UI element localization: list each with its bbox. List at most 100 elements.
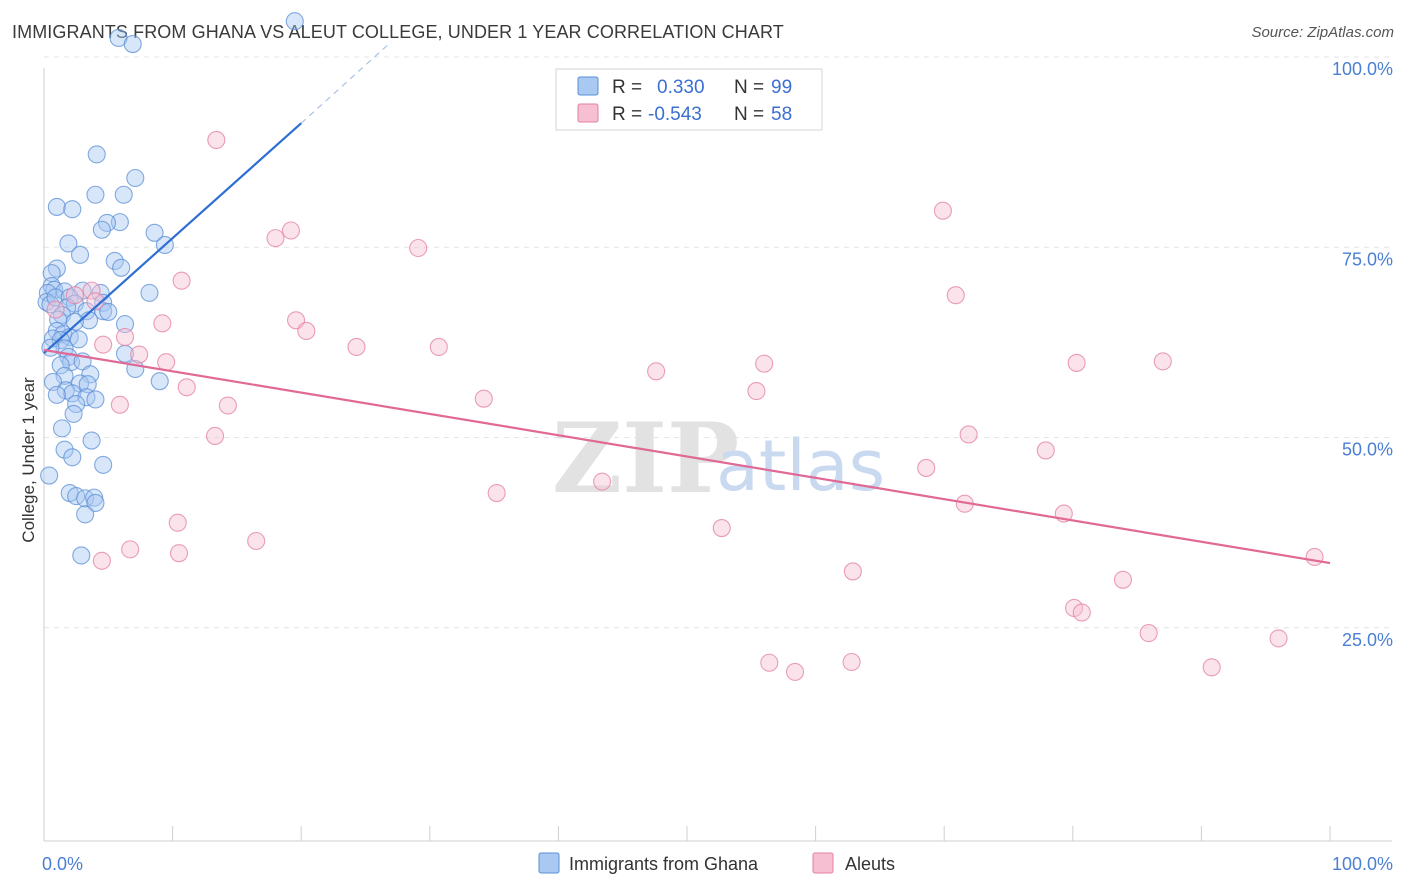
bottom-legend-swatch-ghana <box>538 852 560 874</box>
y-tick-label-3: 25.0% <box>1342 630 1393 650</box>
legend-r-value-0: 0.330 <box>657 77 705 98</box>
ghana-point-5 <box>86 185 105 204</box>
aleuts-point-19 <box>157 353 176 372</box>
ghana-point-62 <box>150 372 169 391</box>
ghana-point-15 <box>70 245 90 264</box>
ghana-point-41 <box>115 315 135 334</box>
aleuts-point-40 <box>121 540 140 559</box>
aleuts-point-16 <box>429 337 448 356</box>
aleuts-point-23 <box>647 362 666 381</box>
aleuts-point-20 <box>755 354 774 373</box>
trend-lines <box>43 41 1331 565</box>
legend-n-label-1: N = <box>734 104 764 125</box>
aleuts-point-53 <box>785 662 805 681</box>
aleuts-point-39 <box>247 531 266 551</box>
ghana-point-2 <box>123 35 142 54</box>
aleuts-point-3 <box>409 238 428 258</box>
ghana-point-8 <box>63 200 82 219</box>
chart-source: Source: ZipAtlas.com <box>1251 24 1394 41</box>
ghana-point-69 <box>52 419 72 438</box>
aleuts-point-50 <box>842 652 861 672</box>
ghana-point-74 <box>40 466 59 485</box>
gridlines <box>44 56 1392 629</box>
legend-swatch-aleuts <box>577 103 599 123</box>
aleuts-point-51 <box>760 653 779 672</box>
y-tick-label-2: 50.0% <box>1342 440 1393 460</box>
watermark-zip: ZIP <box>552 402 739 515</box>
ghana-point-47 <box>69 330 88 349</box>
ghana-point-54 <box>51 356 70 375</box>
aleuts-point-44 <box>1113 570 1133 589</box>
aleuts-point-24 <box>177 378 196 397</box>
aleuts-point-48 <box>1139 624 1158 643</box>
ghana-point-36 <box>99 302 118 321</box>
ghana-point-6 <box>114 185 133 204</box>
aleuts-point-32 <box>917 458 936 477</box>
ghana-point-46 <box>51 331 70 350</box>
legend-top: R = 0.330 N = 99 R = -0.543 N = 58 <box>555 68 823 131</box>
aleuts-point-31 <box>1036 441 1055 460</box>
aleuts-point-17 <box>94 335 113 354</box>
aleuts-point-38 <box>168 513 187 532</box>
aleuts-point-52 <box>1202 658 1221 677</box>
x-tick-labels: 0.0% 100.0% <box>42 854 1393 874</box>
trend-line-aleuts <box>43 348 1331 565</box>
axes <box>43 68 1392 842</box>
ghana-point-71 <box>55 440 74 459</box>
ghana-point-79 <box>86 493 105 512</box>
aleuts-point-5 <box>946 286 965 305</box>
ghana-point-16 <box>105 251 124 270</box>
x-tick-label-1: 100.0% <box>1332 854 1393 874</box>
bottom-legend-label-ghana: Immigrants from Ghana <box>569 854 759 874</box>
y-axis-label: College, Under 1 year <box>19 377 38 543</box>
ghana-point-72 <box>63 448 82 467</box>
ghana-point-68 <box>64 404 83 423</box>
aleuts-point-29 <box>959 425 978 444</box>
aleuts-point-21 <box>1067 353 1086 372</box>
ghana-point-35 <box>94 302 113 321</box>
ghana-point-12 <box>145 223 164 242</box>
aleuts-point-14 <box>115 327 135 347</box>
ghana-point-11 <box>92 220 111 239</box>
ghana-point-0 <box>285 12 304 31</box>
y-tick-label-1: 75.0% <box>1342 249 1393 269</box>
ghana-point-66 <box>86 390 105 409</box>
aleuts-point-13 <box>297 321 316 341</box>
aleuts-point-26 <box>110 395 129 414</box>
aleuts-point-18 <box>130 345 149 364</box>
aleuts-point-34 <box>487 484 506 503</box>
ghana-point-63 <box>63 384 82 403</box>
bottom-legend-swatch-aleuts <box>812 852 834 874</box>
bottom-legend-label-aleuts: Aleuts <box>845 854 895 874</box>
y-tick-labels: 100.0% 75.0% 50.0% 25.0% <box>1332 59 1393 650</box>
legend-swatch-ghana <box>577 76 599 96</box>
aleuts-point-8 <box>86 292 105 311</box>
ghana-point-60 <box>78 375 97 394</box>
legend-box <box>555 68 823 131</box>
aleuts-point-37 <box>712 519 731 538</box>
legend-n-value-1: 58 <box>771 104 792 125</box>
chart-title: IMMIGRANTS FROM GHANA VS ALEUT COLLEGE, … <box>12 22 784 42</box>
ghana-point-81 <box>72 546 91 565</box>
trend-line-ghana <box>43 122 302 354</box>
aleuts-point-43 <box>1305 547 1324 567</box>
ghana-point-3 <box>87 145 106 164</box>
ghana-point-70 <box>82 431 101 450</box>
aleuts-point-0 <box>207 130 226 149</box>
y-tick-label-0: 100.0% <box>1332 59 1393 79</box>
aleuts-point-49 <box>1269 629 1288 648</box>
trend-line-ghana-extension <box>300 41 392 124</box>
aleuts-point-9 <box>65 286 84 305</box>
aleuts-point-12 <box>153 314 172 333</box>
aleuts-point-45 <box>843 562 862 581</box>
aleuts-point-7 <box>82 281 101 300</box>
ghana-point-80 <box>76 505 95 524</box>
ghana-point-64 <box>47 385 66 404</box>
aleuts-point-4 <box>933 201 952 220</box>
x-tick-label-0: 0.0% <box>42 854 83 874</box>
aleuts-point-41 <box>169 544 189 563</box>
ghana-point-13 <box>59 234 78 253</box>
legend-n-label-0: N = <box>734 77 764 98</box>
aleuts-point-25 <box>747 382 766 401</box>
